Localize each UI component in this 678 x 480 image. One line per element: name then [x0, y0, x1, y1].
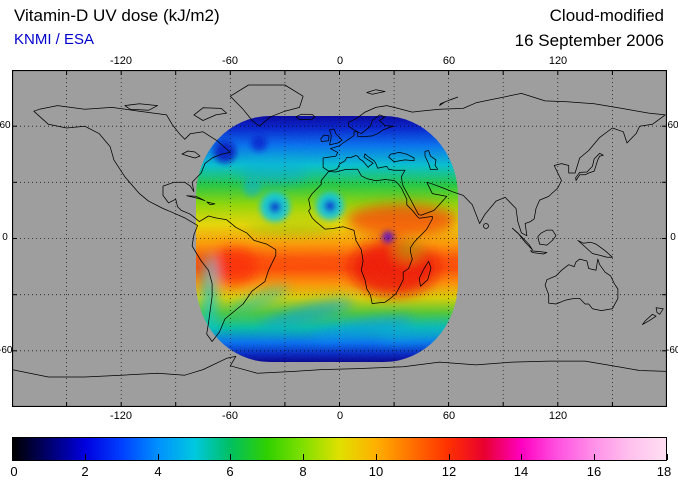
map-frame-border: [11, 69, 668, 408]
lon-label-bottom: -60: [222, 410, 238, 422]
colorbar-tick: [521, 454, 523, 460]
credit: KNMI / ESA: [14, 31, 95, 48]
lon-label-bottom: 60: [442, 410, 456, 422]
lat-label-right: 0: [670, 232, 676, 243]
colorbar-tick: [375, 454, 377, 460]
colorbar-label: 18: [656, 464, 672, 479]
lon-label-bottom: -120: [109, 410, 133, 422]
lat-label-left: -60: [0, 345, 13, 356]
lon-label-top: -60: [222, 55, 238, 67]
colorbar-label: 0: [10, 464, 18, 479]
graticule: [12, 70, 667, 407]
colorbar-gradient: [12, 437, 667, 461]
coastlines: [11, 84, 668, 378]
mode-label: Cloud-modified: [549, 6, 664, 25]
world-map: [11, 69, 668, 408]
uv-dose-swath: [196, 116, 458, 362]
colorbar-tick: [667, 454, 668, 460]
colorbar-tick: [157, 454, 159, 460]
lat-label-right: -60: [666, 345, 678, 356]
colorbar-tick: [594, 454, 596, 460]
colorbar-tick: [230, 454, 232, 460]
world-map-svg: [11, 69, 668, 408]
colorbar-label: 2: [81, 464, 89, 479]
lon-label-top: 60: [442, 55, 456, 67]
colorbar-tick: [303, 454, 305, 460]
colorbar-label: 14: [513, 464, 529, 479]
colorbar-label: 8: [299, 464, 307, 479]
lon-label-top: -120: [109, 55, 133, 67]
colorbar-label: 10: [368, 464, 384, 479]
colorbar-label: 4: [154, 464, 162, 479]
colorbar-tick: [12, 454, 13, 460]
lon-label-top: 120: [548, 55, 568, 67]
lat-label-left: 0: [2, 232, 8, 243]
lon-label-bottom: 0: [336, 410, 344, 422]
date-label: 16 September 2006: [514, 31, 664, 50]
colorbar-label: 16: [586, 464, 602, 479]
lon-label-top: 0: [336, 55, 344, 67]
lon-label-bottom: 120: [548, 410, 568, 422]
colorbar-label: 6: [226, 464, 234, 479]
lat-label-right: 60: [667, 120, 678, 131]
page-title: Vitamin-D UV dose (kJ/m2): [14, 6, 220, 25]
lat-label-left: 60: [0, 120, 11, 131]
colorbar-tick: [448, 454, 450, 460]
colorbar-tick: [84, 454, 86, 460]
colorbar-label: 12: [441, 464, 457, 479]
